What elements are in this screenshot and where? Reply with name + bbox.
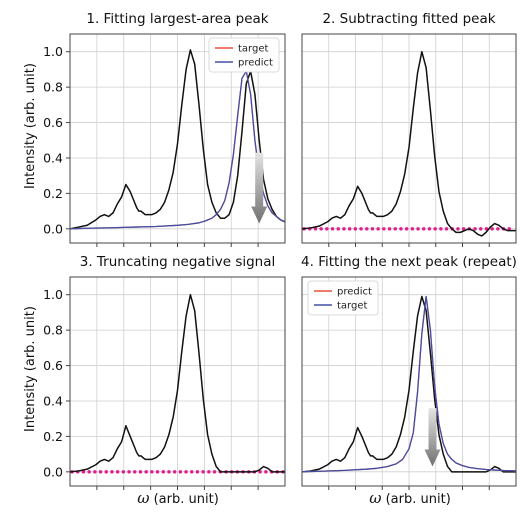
y-tick-label: 1.0 [43,44,63,59]
y-tick-label: 0.0 [43,464,63,479]
x-axis-label-left-text: (arb. unit) [149,492,218,507]
panel-3-truncating-negative-signal: 0.0 0.2 0.4 0.6 0.8 1.0 3. Truncating negative… [43,254,286,490]
y-tick-label: 0.4 [43,150,63,165]
legend: target predict [208,37,280,73]
x-axis-label-right: ω (arb. unit) [369,489,451,507]
legend-entry-label: predict [238,58,273,69]
series-group [70,293,285,473]
y-tick-label: 0.8 [43,323,63,338]
down-arrow-icon [424,408,441,467]
x-axis-label-right-symbol: ω [369,489,381,507]
x-axis-label-right-text: (arb. unit) [381,492,450,507]
y-tick-label: 0.0 [43,221,63,236]
series-spectrum-line [70,293,285,473]
y-tick-label: 0.4 [43,393,63,408]
panel-2-subtracting-fitted-peak: 2. Subtracting fitted peak [301,11,517,247]
series-spectrum-line [70,49,285,230]
panel-4-fitting-next-peak: 4. Fitting the next peak (repeat) predict… [301,254,517,490]
y-tick-label: 0.2 [43,429,63,444]
y-tick-label: 0.2 [43,186,63,201]
legend-box [208,37,280,73]
x-axis-label-left-symbol: ω [137,489,149,507]
legend-entry-label: target [337,301,367,312]
x-axis-label-left: ω (arb. unit) [137,489,219,507]
legend-entry-label: target [238,44,268,55]
y-axis-label-top: Intensity (arb. unit) [23,63,38,189]
panel-title: 4. Fitting the next peak (repeat) [301,254,517,270]
legend-box [307,280,379,316]
legend: predict target [307,280,379,316]
panel-title: 3. Truncating negative signal [80,254,276,270]
series-group [302,295,516,473]
y-tick-label: 0.8 [43,80,63,95]
panel-1-fitting-largest-area-peak: 0.0 0.2 0.4 0.6 0.8 1.0 1. Fitting largest-are… [43,11,286,247]
series-group [302,50,516,237]
legend-entry-label: predict [337,287,372,298]
down-arrow-icon [251,152,268,224]
y-tick-label: 0.6 [43,115,63,130]
series-group [70,49,285,230]
series-predict-line [70,70,285,230]
y-tick-label: 0.6 [43,358,63,373]
panel-title: 1. Fitting largest-area peak [86,11,268,27]
y-tick-label: 1.0 [43,287,63,302]
series-target-line [302,295,516,473]
series-spectrum-line [302,295,516,473]
y-axis-label-bottom: Intensity (arb. unit) [23,306,38,432]
series-spectrum-line [302,50,516,237]
panel-title: 2. Subtracting fitted peak [322,11,495,27]
